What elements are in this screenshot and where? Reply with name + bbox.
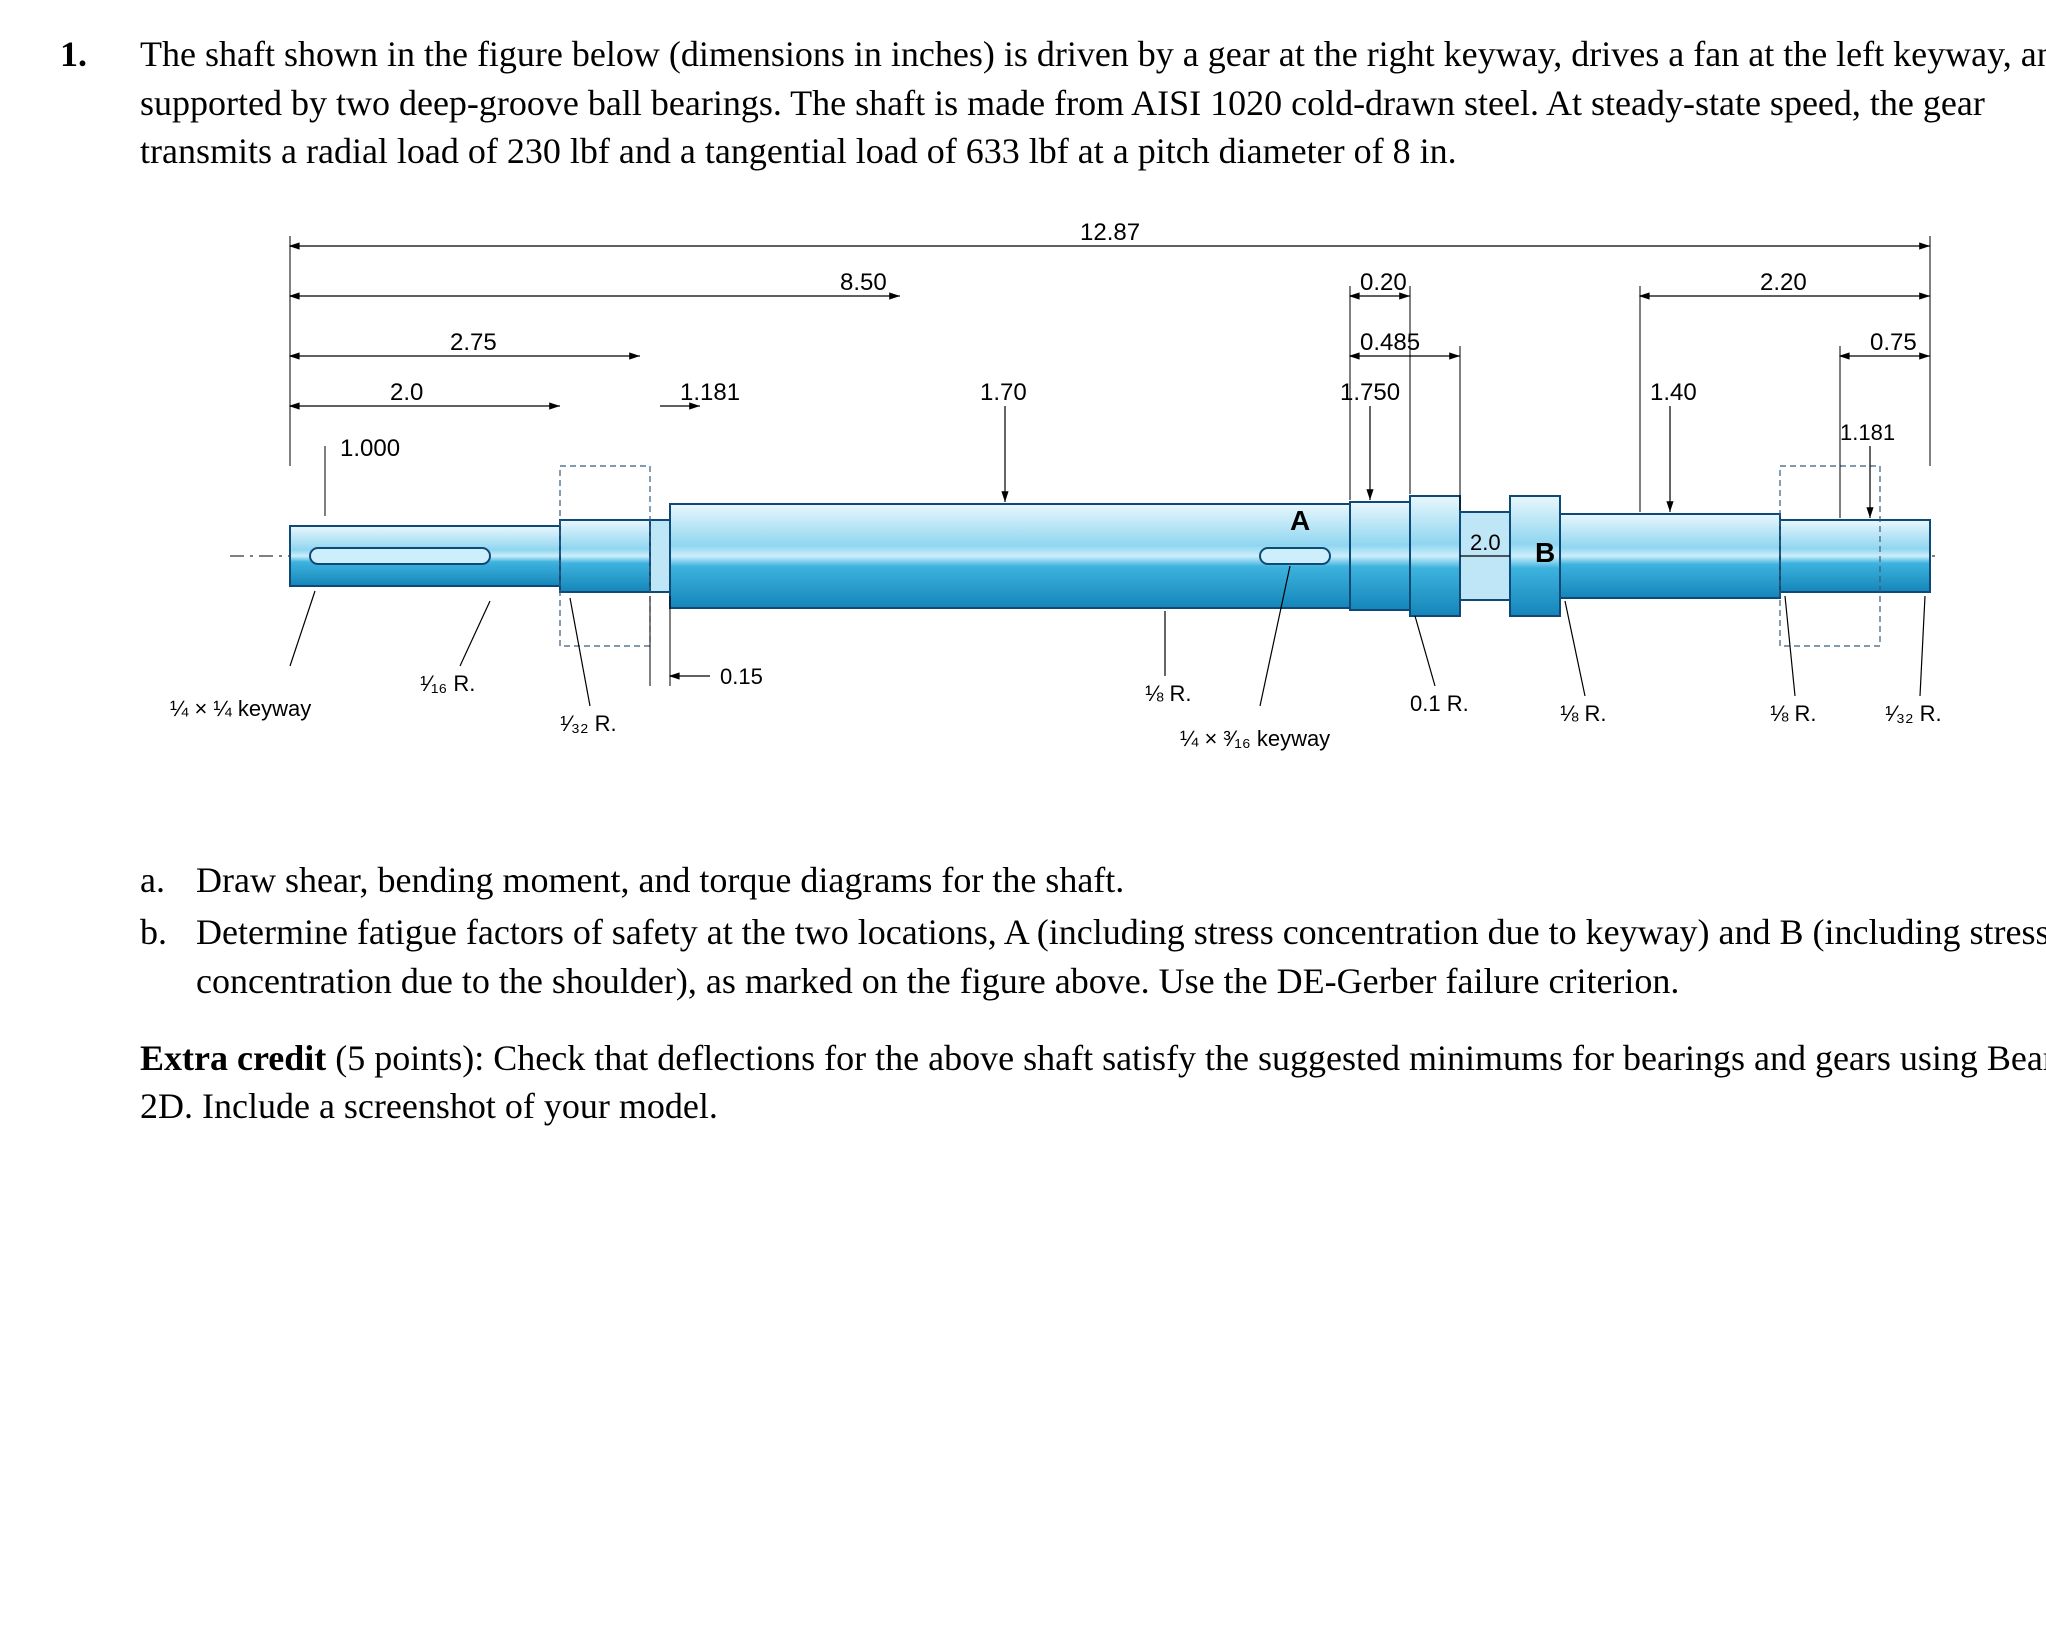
dim-275: 2.75 (450, 329, 497, 356)
dim-170: 1.70 (980, 379, 1027, 406)
problem-body: The shaft shown in the figure below (dim… (140, 30, 2046, 1161)
dim-1181: 1.181 (680, 379, 740, 406)
radius-1-16: ¹⁄₁₆ R. (420, 671, 475, 696)
shaft-svg: A B 12.87 8.50 2.75 2.0 1.000 (140, 206, 1990, 826)
radius-01: 0.1 R. (1410, 691, 1469, 716)
keyway-right-label: ¼ × ³⁄₁₆ keyway (1180, 726, 1330, 751)
subpart-b-text: Determine fatigue factors of safety at t… (196, 908, 2046, 1005)
problem-block: 1. The shaft shown in the figure below (… (60, 30, 2046, 1161)
dim-20: 2.0 (390, 379, 423, 406)
subparts-list: a. Draw shear, bending moment, and torqu… (140, 856, 2046, 1006)
dim-overall: 12.87 (1080, 219, 1140, 246)
point-b-label: B (1535, 537, 1555, 568)
point-a-label: A (1290, 505, 1310, 536)
subpart-a-label: a. (140, 856, 196, 905)
dim-0485: 0.485 (1360, 329, 1420, 356)
dim-015: 0.15 (720, 664, 763, 689)
dim-20g: 2.0 (1470, 530, 1501, 555)
radius-1-8R: ⅛ R. (1560, 701, 1606, 726)
dim-850: 8.50 (840, 269, 887, 296)
keyway-left-label: ¼ × ¼ keyway (170, 696, 311, 721)
dim-1181r: 1.181 (1840, 420, 1895, 445)
radius-1-8L: ⅛ R. (1145, 681, 1191, 706)
dim-140: 1.40 (1650, 379, 1697, 406)
extra-credit-points: (5 points): (326, 1038, 493, 1078)
subpart-b-label: b. (140, 908, 196, 1005)
dim-1750: 1.750 (1340, 379, 1400, 406)
extra-credit: Extra credit (5 points): Check that defl… (140, 1034, 2046, 1131)
problem-number: 1. (60, 30, 140, 1161)
radius-1-32R: ¹⁄₃₂ R. (1885, 701, 1942, 726)
radius-1-8RR: ⅛ R. (1770, 701, 1816, 726)
problem-statement: The shaft shown in the figure below (dim… (140, 30, 2046, 176)
dim-020: 0.20 (1360, 269, 1407, 296)
left-keyway-icon (310, 548, 490, 564)
right-keyway-icon (1260, 548, 1330, 564)
shaft-figure: A B 12.87 8.50 2.75 2.0 1.000 (140, 206, 2046, 826)
dim-075: 0.75 (1870, 329, 1917, 356)
subpart-a: a. Draw shear, bending moment, and torqu… (140, 856, 2046, 905)
subpart-b: b. Determine fatigue factors of safety a… (140, 908, 2046, 1005)
dim-220: 2.20 (1760, 269, 1807, 296)
radius-1-32: ¹⁄₃₂ R. (560, 711, 617, 736)
extra-credit-lead: Extra credit (140, 1038, 326, 1078)
dim-1000: 1.000 (340, 435, 400, 462)
subpart-a-text: Draw shear, bending moment, and torque d… (196, 856, 1124, 905)
